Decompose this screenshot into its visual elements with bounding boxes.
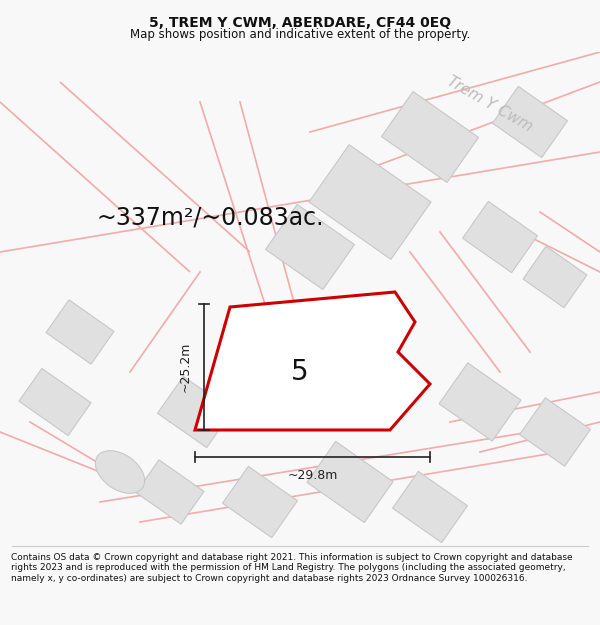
Polygon shape bbox=[439, 363, 521, 441]
Text: ~337m²/~0.083ac.: ~337m²/~0.083ac. bbox=[96, 205, 324, 229]
Polygon shape bbox=[382, 91, 479, 182]
Polygon shape bbox=[195, 292, 430, 430]
Polygon shape bbox=[212, 346, 298, 428]
Ellipse shape bbox=[95, 451, 145, 493]
Text: Trem Y Cwm: Trem Y Cwm bbox=[445, 74, 535, 134]
Polygon shape bbox=[136, 460, 204, 524]
Text: Map shows position and indicative extent of the property.: Map shows position and indicative extent… bbox=[130, 28, 470, 41]
Polygon shape bbox=[46, 300, 114, 364]
Polygon shape bbox=[223, 466, 298, 538]
Polygon shape bbox=[307, 441, 393, 522]
Text: Contains OS data © Crown copyright and database right 2021. This information is : Contains OS data © Crown copyright and d… bbox=[11, 553, 572, 582]
Polygon shape bbox=[463, 201, 538, 272]
Polygon shape bbox=[19, 368, 91, 436]
Polygon shape bbox=[266, 204, 355, 289]
Polygon shape bbox=[493, 86, 568, 158]
Text: 5: 5 bbox=[291, 358, 309, 386]
Polygon shape bbox=[520, 398, 590, 466]
Polygon shape bbox=[158, 376, 232, 448]
Text: ~29.8m: ~29.8m bbox=[287, 469, 338, 482]
Polygon shape bbox=[392, 471, 467, 542]
Text: ~25.2m: ~25.2m bbox=[179, 342, 192, 392]
Text: 5, TREM Y CWM, ABERDARE, CF44 0EQ: 5, TREM Y CWM, ABERDARE, CF44 0EQ bbox=[149, 16, 451, 29]
Polygon shape bbox=[523, 246, 587, 308]
Polygon shape bbox=[309, 144, 431, 259]
